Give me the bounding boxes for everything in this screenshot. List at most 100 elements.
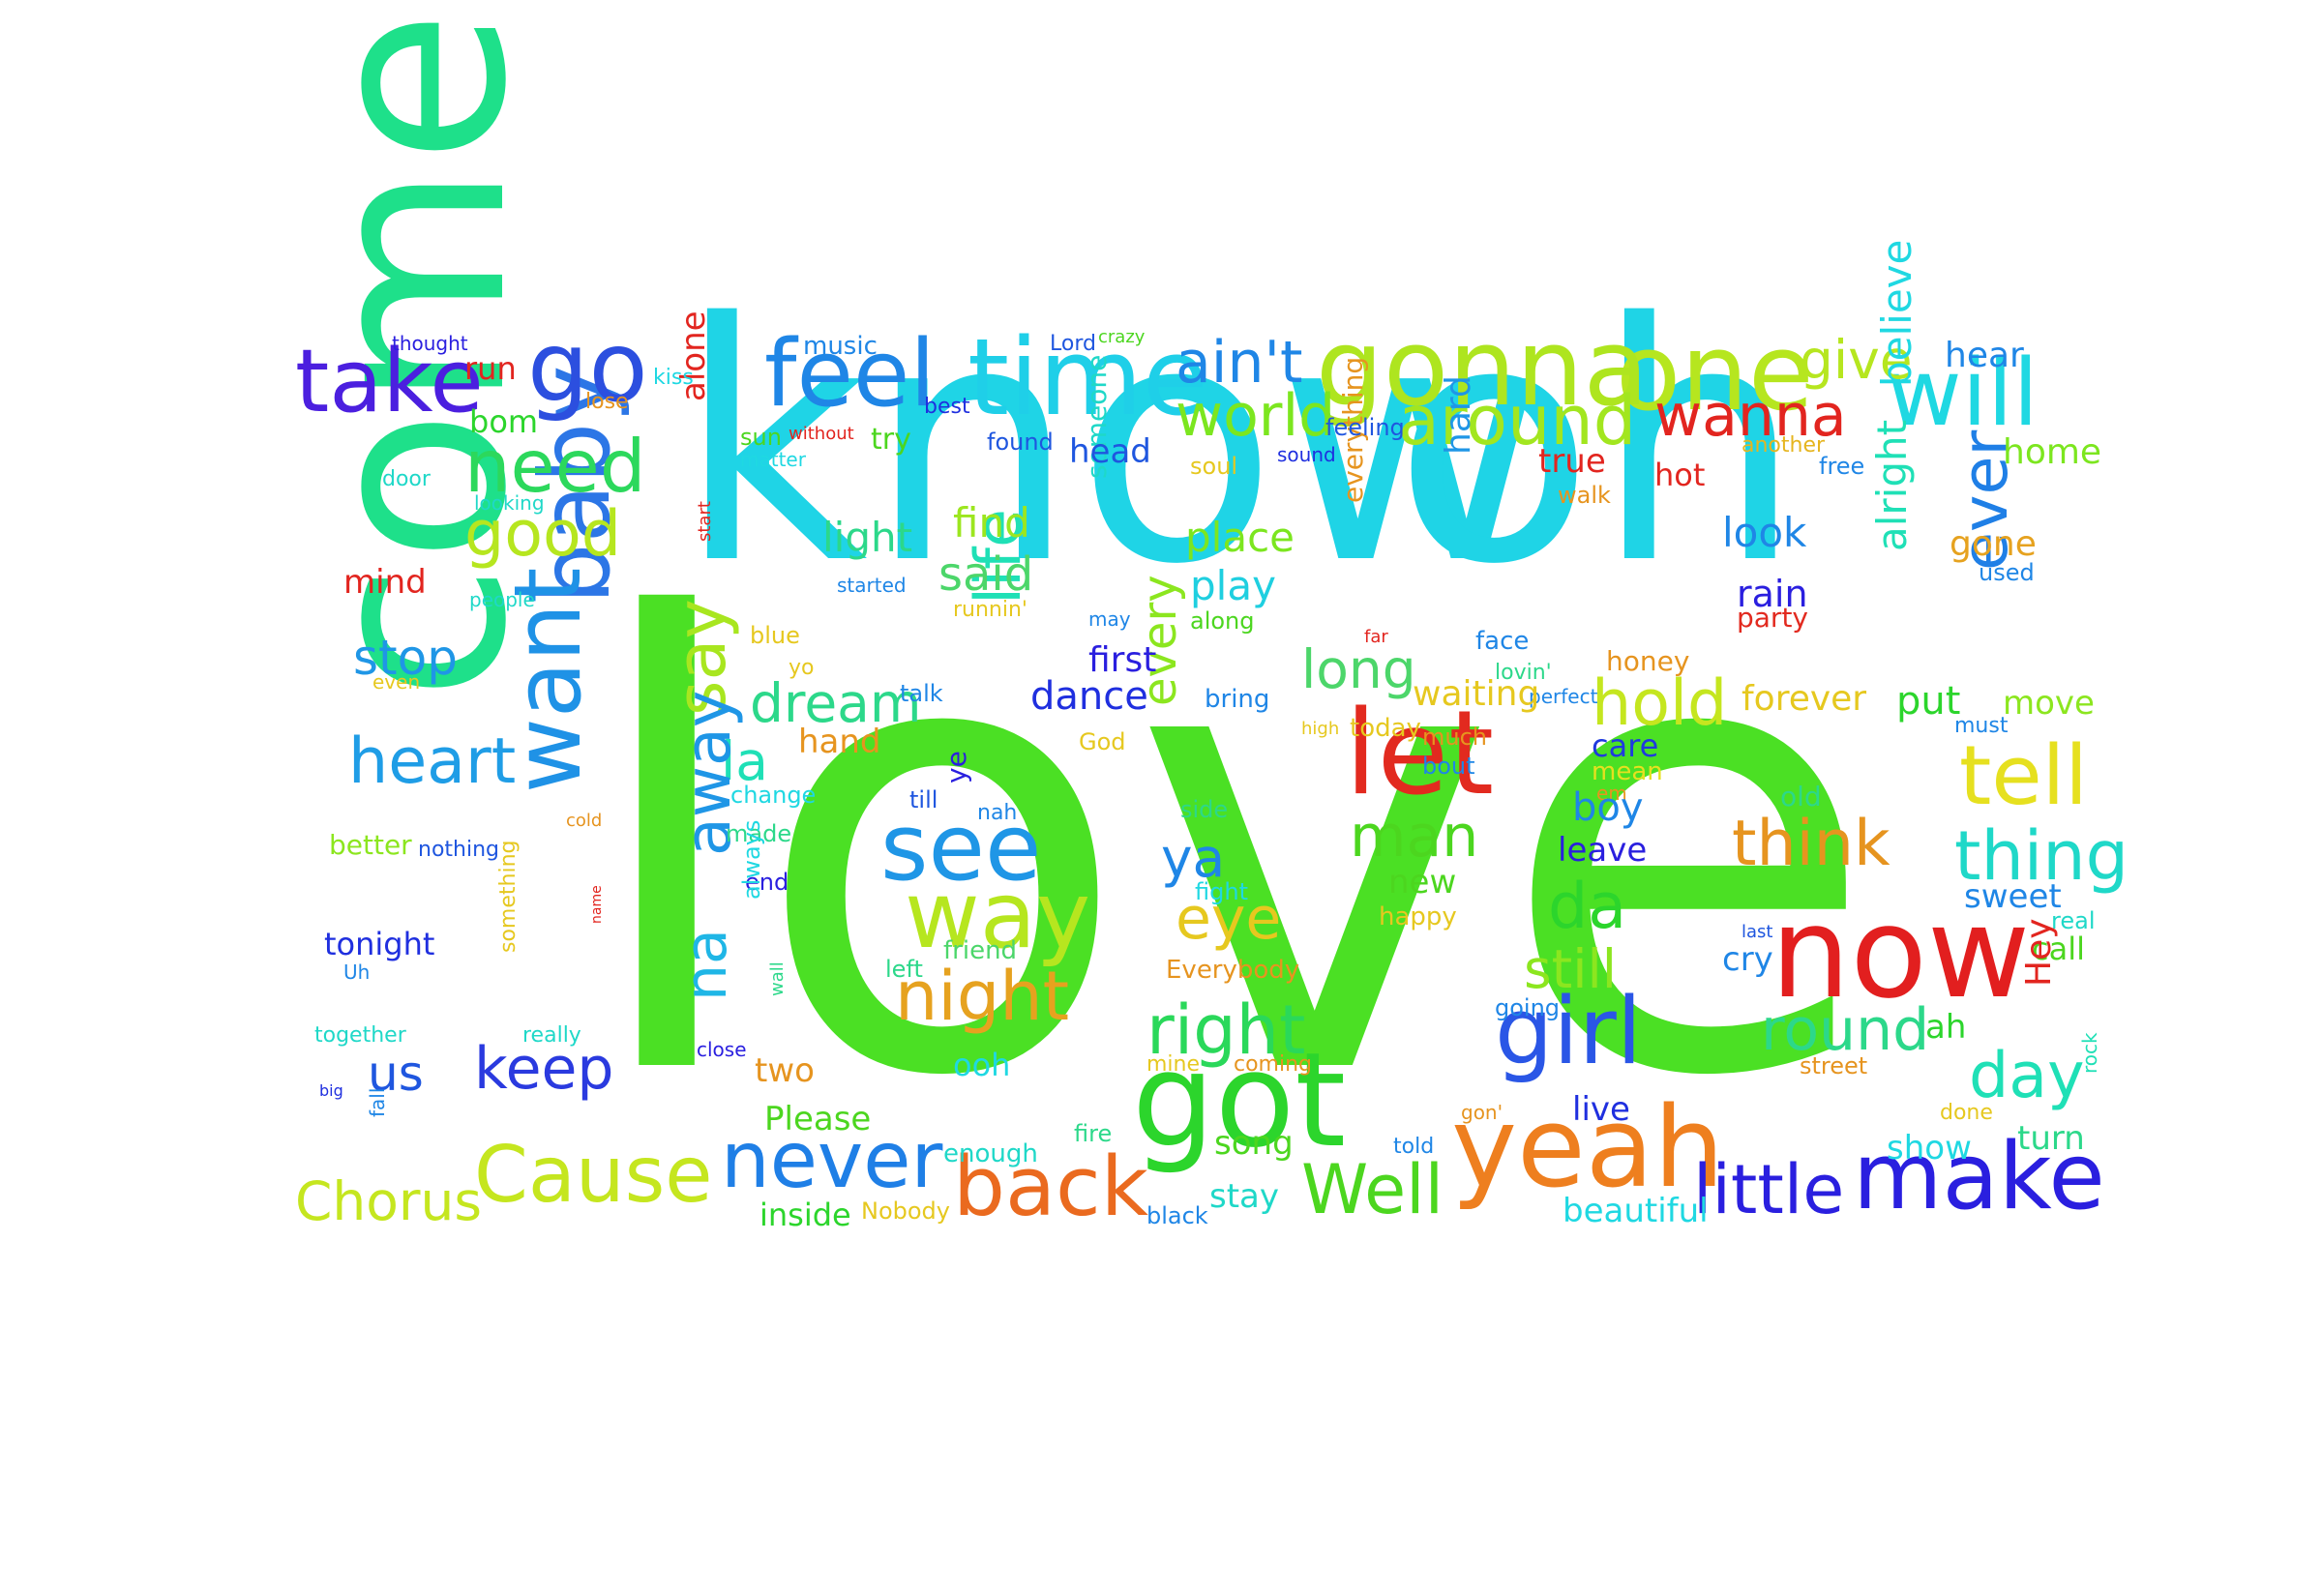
word: nothing xyxy=(418,838,499,862)
word: find xyxy=(953,499,1030,547)
word: turn xyxy=(2017,1119,2085,1158)
word: much xyxy=(1422,724,1487,751)
word: need xyxy=(464,424,646,509)
word: talk xyxy=(900,680,943,707)
word: Uh xyxy=(343,961,371,984)
word: bout xyxy=(1422,753,1475,780)
word: two xyxy=(755,1051,815,1090)
word: today xyxy=(1350,714,1421,743)
word: yeah xyxy=(1451,1083,1725,1213)
word: always xyxy=(738,819,765,900)
word: place xyxy=(1185,514,1295,561)
word: Please xyxy=(764,1100,872,1138)
word: rock xyxy=(2078,1032,2101,1074)
word: something xyxy=(496,840,521,953)
word: perfect xyxy=(1529,685,1598,708)
word: soul xyxy=(1190,453,1238,480)
word: Cause xyxy=(474,1130,713,1220)
word: night xyxy=(895,957,1070,1036)
word: ain't xyxy=(1176,329,1303,397)
word: fall xyxy=(366,1087,389,1117)
word: play xyxy=(1190,562,1276,609)
word: man xyxy=(1350,803,1479,871)
word: keep xyxy=(474,1035,614,1103)
word: leave xyxy=(1558,831,1648,870)
word: together xyxy=(314,1023,406,1048)
word: another xyxy=(1742,433,1826,458)
word: free xyxy=(1819,453,1865,480)
word: hard xyxy=(1439,375,1478,455)
word: start xyxy=(695,501,715,542)
word: name xyxy=(589,885,605,924)
word: world xyxy=(1176,382,1336,450)
word: party xyxy=(1737,602,1808,634)
word: feeling xyxy=(1325,414,1405,441)
word: left xyxy=(885,956,923,983)
word: forever xyxy=(1742,679,1867,719)
word: good xyxy=(464,498,622,571)
word: hear xyxy=(1945,336,2024,375)
word: yo xyxy=(789,656,815,680)
word: along xyxy=(1190,607,1255,635)
word: mean xyxy=(1592,757,1663,786)
word: gonna xyxy=(1316,306,1649,429)
word: call xyxy=(2032,931,2085,967)
word: us xyxy=(368,1046,424,1102)
word: first xyxy=(1088,640,1157,680)
word: must xyxy=(1954,714,2009,738)
word: honey xyxy=(1606,645,1690,677)
word: waiting xyxy=(1413,674,1540,714)
word: boy xyxy=(1572,785,1644,830)
word: face xyxy=(1475,627,1530,656)
word: now xyxy=(1771,879,2031,1026)
word: never xyxy=(721,1115,943,1205)
word: song xyxy=(1214,1124,1294,1163)
word: know xyxy=(677,253,1547,636)
word: big xyxy=(319,1081,343,1100)
word: change xyxy=(730,782,817,809)
word: last xyxy=(1742,922,1773,942)
word: oh xyxy=(1393,253,1803,636)
word: try xyxy=(871,423,911,457)
word: ah xyxy=(1925,1008,1967,1047)
word: crazy xyxy=(1098,327,1146,347)
word: around xyxy=(1398,381,1637,460)
word: sun xyxy=(740,424,782,451)
word: care xyxy=(1592,727,1659,764)
word: till xyxy=(909,786,938,813)
word: happy xyxy=(1379,902,1457,931)
word: friend xyxy=(943,936,1018,965)
word: wall xyxy=(767,961,788,996)
word: da xyxy=(1548,871,1627,943)
word: na xyxy=(672,929,740,1001)
word: still xyxy=(1524,938,1618,1000)
word: without xyxy=(789,424,854,444)
word: think xyxy=(1732,808,1890,880)
word: end xyxy=(745,869,789,896)
word: sound xyxy=(1277,443,1336,466)
word: round xyxy=(1761,996,1930,1064)
word: right xyxy=(1146,990,1306,1070)
word: girl xyxy=(1495,979,1643,1085)
word: cry xyxy=(1722,940,1773,979)
word: used xyxy=(1979,559,2035,586)
word: ya xyxy=(1161,827,1226,889)
word: way xyxy=(905,863,1091,969)
word: beautiful xyxy=(1563,1192,1709,1230)
word: inside xyxy=(759,1197,851,1233)
word: heart xyxy=(348,725,517,798)
word: stay xyxy=(1209,1177,1280,1216)
word: believe xyxy=(1873,239,1920,387)
word: Lord xyxy=(1050,332,1096,356)
word: street xyxy=(1800,1052,1868,1079)
word: walk xyxy=(1558,482,1611,509)
word: looking xyxy=(474,491,545,515)
word: run xyxy=(464,350,517,387)
word: feel xyxy=(764,321,936,428)
word: lovin' xyxy=(1495,661,1552,685)
word: dance xyxy=(1030,674,1148,719)
word: nah xyxy=(977,801,1018,825)
word: music xyxy=(803,332,878,361)
word: real xyxy=(2051,907,2096,934)
word: true xyxy=(1538,442,1606,481)
